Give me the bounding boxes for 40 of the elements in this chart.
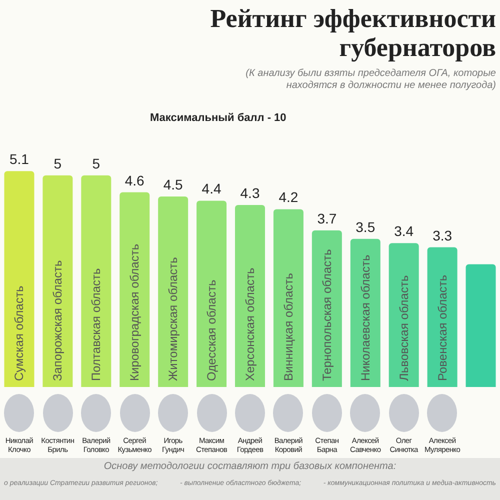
data-label: 3.4: [394, 223, 414, 240]
bar: [196, 200, 227, 387]
x-tick-label: Кировоградская область: [128, 244, 142, 381]
bar: [466, 264, 496, 387]
chart-subtitle: (К анализу были взяты председателя ОГА, которые находятся в должности не менее полугода): [244, 68, 496, 92]
x-tick-label: Одесская область: [204, 280, 219, 381]
data-label: 4.4: [202, 180, 222, 197]
chart-title: Рейтинг эффективности губернаторов: [209, 4, 496, 62]
x-tick-label: Житомирская область: [166, 257, 180, 381]
data-label: 3.7: [317, 210, 337, 226]
x-tick-label: Николаевская область: [358, 254, 372, 381]
bar: [158, 196, 188, 387]
bar: [81, 175, 112, 387]
bar: [42, 175, 73, 387]
bar: [388, 243, 419, 387]
data-label: 4.3: [240, 184, 260, 201]
x-tick-label: Ровенская область: [435, 274, 450, 381]
data-label: 4.5: [163, 176, 184, 192]
data-label: 4.2: [278, 189, 298, 206]
data-label: 4.6: [124, 172, 145, 188]
bar: [235, 204, 265, 387]
bar: [4, 171, 34, 387]
data-label: 3.3: [432, 227, 452, 244]
bar: [120, 192, 150, 387]
x-tick-label: Сумская область: [12, 286, 26, 381]
text: Основу методологии составляют три базовых компонента:: [102, 461, 398, 472]
data-label: 5: [54, 155, 62, 172]
x-tick-label: Херсонская область: [243, 268, 257, 381]
text: Максимальный балл - 10: [150, 112, 286, 124]
data-label: 5: [92, 155, 100, 172]
x-tick-label: Запорожская область: [50, 260, 65, 381]
x-tick-label: Винницкая область: [281, 273, 296, 381]
bar: [273, 209, 304, 387]
data-label: 5.1: [9, 151, 30, 168]
x-tick-label: Полтавская область: [89, 268, 104, 381]
data-label: 3.5: [356, 218, 376, 235]
bar: [427, 247, 458, 387]
x-tick-label: Тернопольская область: [320, 249, 334, 381]
x-tick-label: Львовская область: [396, 275, 411, 381]
bar: [312, 230, 342, 387]
